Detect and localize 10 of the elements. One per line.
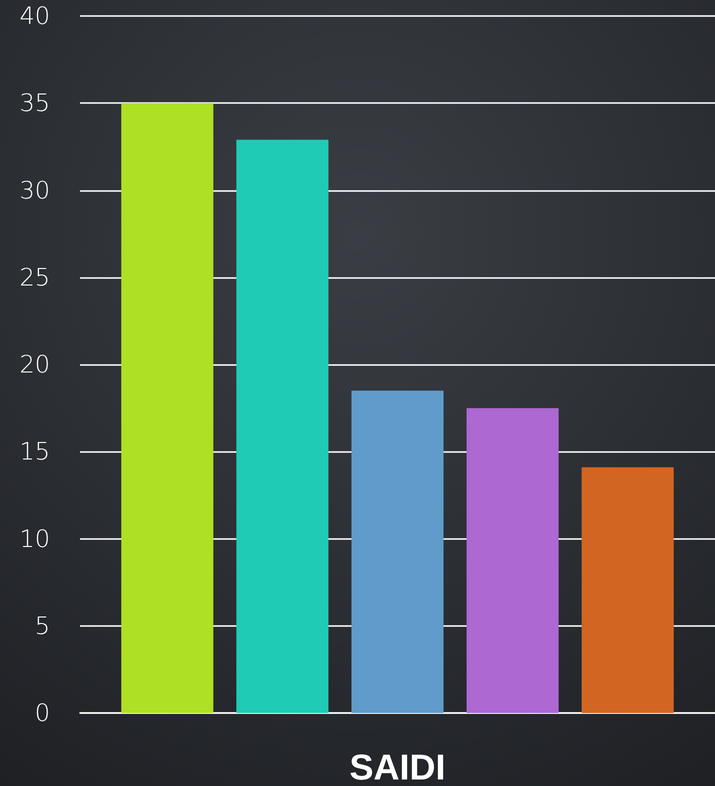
y-tick-label: 0 [34,699,50,727]
y-tick-label: 40 [19,2,50,30]
y-tick-label: 10 [19,524,50,553]
y-tick-label: 30 [19,176,50,204]
y-tick-label: 35 [19,89,50,118]
y-tick-label: 25 [19,263,50,292]
y-tick-label: 15 [19,438,50,466]
x-tick-label: SAIDI [349,746,446,786]
y-tick-label: 20 [19,350,50,378]
y-tick-label: 5 [34,612,50,640]
